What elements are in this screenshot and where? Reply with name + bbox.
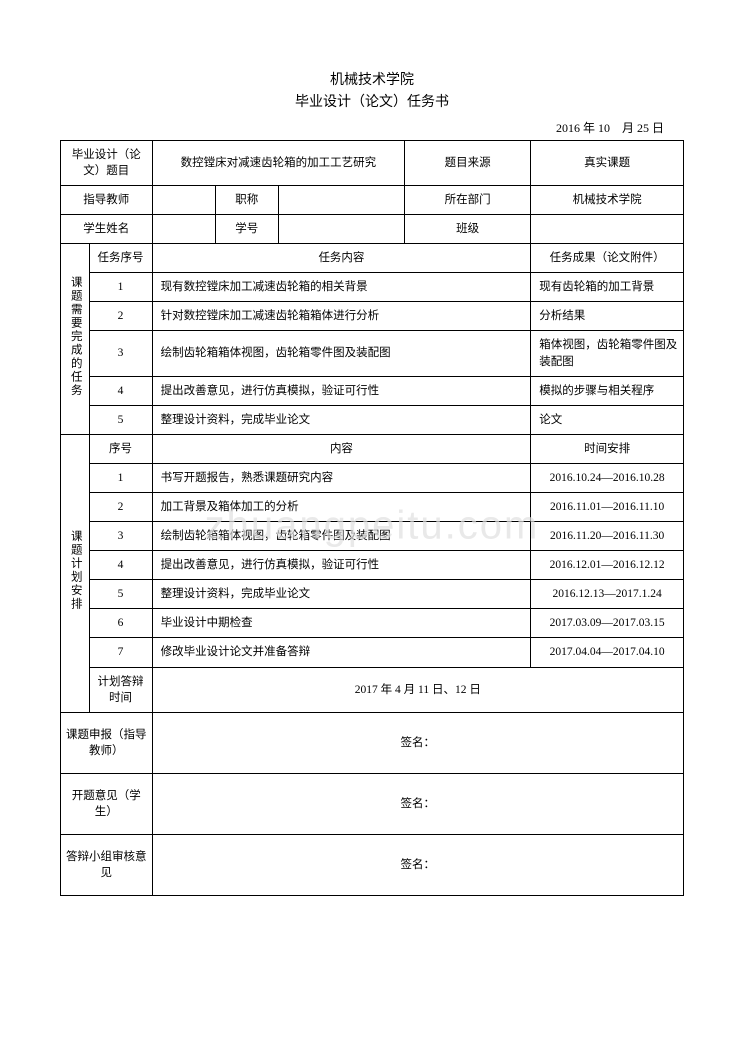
schedule-row: 1 书写开题报告，熟悉课题研究内容 2016.10.24—2016.10.28 — [61, 463, 684, 492]
value-rank — [278, 185, 404, 214]
main-table: 毕业设计（论文）题目 数控镗床对减速齿轮箱的加工工艺研究 题目来源 真实课题 指… — [60, 140, 684, 897]
schedule-row: 7 修改毕业设计论文并准备答辩 2017.04.04—2017.04.10 — [61, 638, 684, 667]
sig-area-teacher: 签名： — [152, 712, 683, 773]
date-line: 2016 年 10 月 25 日 — [60, 119, 684, 136]
tasks-head-result: 任务成果（论文附件） — [531, 244, 684, 273]
header-line1: 机械技术学院 — [60, 70, 684, 92]
label-teacher: 指导教师 — [61, 185, 153, 214]
header-line2: 毕业设计（论文）任务书 — [60, 92, 684, 114]
schedule-row: 3 绘制齿轮箱箱体视图，齿轮箱零件图及装配图 2016.11.20—2016.1… — [61, 522, 684, 551]
label-rank: 职称 — [215, 185, 278, 214]
value-source: 真实课题 — [531, 140, 684, 185]
schedule-row: 6 毕业设计中期检查 2017.03.09—2017.03.15 — [61, 609, 684, 638]
schedule-side-label: 课题计划安排 — [61, 434, 90, 712]
task-row: 2 针对数控镗床加工减速齿轮箱箱体进行分析 分析结果 — [61, 302, 684, 331]
schedule-row: 2 加工背景及箱体加工的分析 2016.11.01—2016.11.10 — [61, 493, 684, 522]
tasks-head-content: 任务内容 — [152, 244, 531, 273]
value-id — [278, 215, 404, 244]
tasks-side-label: 课题需要完成的任务 — [61, 244, 90, 435]
label-student: 学生姓名 — [61, 215, 153, 244]
value-thesis-title: 数控镗床对减速齿轮箱的加工工艺研究 — [152, 140, 404, 185]
schedule-row: 4 提出改善意见，进行仿真模拟，验证可行性 2016.12.01—2016.12… — [61, 551, 684, 580]
schedule-head-content: 内容 — [152, 434, 531, 463]
task-row: 1 现有数控镗床加工减速齿轮箱的相关背景 现有齿轮箱的加工背景 — [61, 273, 684, 302]
sig-area-committee: 签名： — [152, 835, 683, 896]
label-dept: 所在部门 — [405, 185, 531, 214]
label-thesis-title: 毕业设计（论文）题目 — [61, 140, 153, 185]
schedule-row: 5 整理设计资料，完成毕业论文 2016.12.13—2017.1.24 — [61, 580, 684, 609]
defense-label: 计划答辩时间 — [89, 667, 152, 712]
doc-header: 机械技术学院 毕业设计（论文）任务书 — [60, 70, 684, 115]
schedule-head-no: 序号 — [89, 434, 152, 463]
value-class — [531, 215, 684, 244]
sig-label-student: 开题意见（学生） — [61, 773, 153, 834]
value-student — [152, 215, 215, 244]
label-class: 班级 — [405, 215, 531, 244]
task-row: 3 绘制齿轮箱箱体视图，齿轮箱零件图及装配图 箱体视图，齿轮箱零件图及装配图 — [61, 331, 684, 376]
sig-label-committee: 答辩小组审核意见 — [61, 835, 153, 896]
value-teacher — [152, 185, 215, 214]
task-row: 5 整理设计资料，完成毕业论文 论文 — [61, 405, 684, 434]
value-dept: 机械技术学院 — [531, 185, 684, 214]
tasks-head-no: 任务序号 — [89, 244, 152, 273]
sig-area-student: 签名： — [152, 773, 683, 834]
label-source: 题目来源 — [405, 140, 531, 185]
label-id: 学号 — [215, 215, 278, 244]
schedule-head-time: 时间安排 — [531, 434, 684, 463]
task-row: 4 提出改善意见，进行仿真模拟，验证可行性 模拟的步骤与相关程序 — [61, 376, 684, 405]
defense-value: 2017 年 4 月 11 日、12 日 — [152, 667, 683, 712]
sig-label-teacher: 课题申报（指导教师） — [61, 712, 153, 773]
